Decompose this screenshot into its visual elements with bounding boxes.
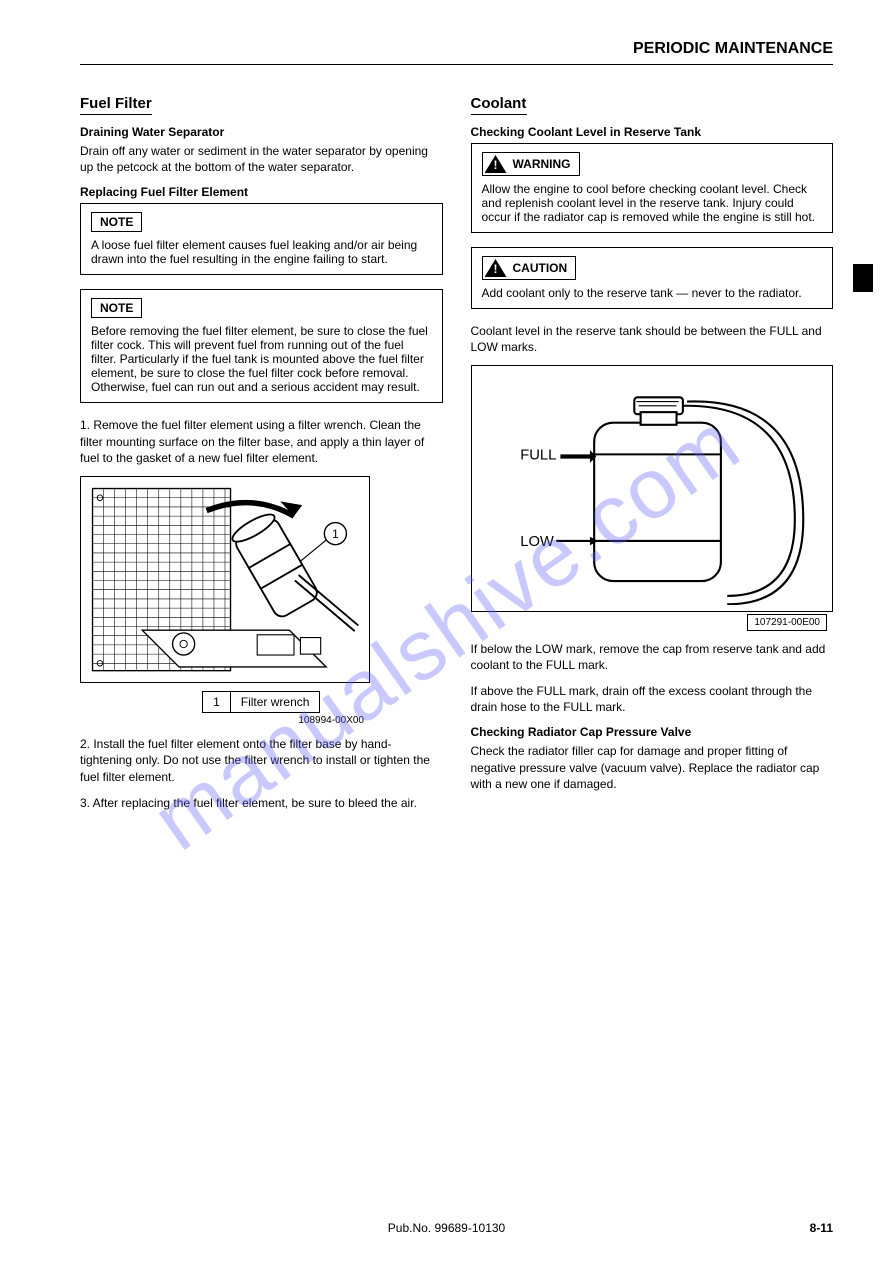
figure-id-box: 107291-00E00 [747, 614, 827, 631]
step-3: 3. After replacing the fuel filter eleme… [80, 795, 443, 811]
filter-wrench-illustration: 1 [87, 483, 363, 676]
note-body-1: A loose fuel filter element causes fuel … [91, 238, 432, 266]
full-label: FULL [520, 448, 556, 464]
content-columns: Fuel Filter Draining Water Separator Dra… [80, 95, 833, 821]
warning-icon [485, 259, 507, 277]
page-header: PERIODIC MAINTENANCE [80, 40, 833, 65]
heading-draining: Draining Water Separator [80, 125, 443, 139]
title-rule [471, 114, 527, 115]
note-box-1: NOTE A loose fuel filter element causes … [80, 203, 443, 275]
reserve-tank-illustration: FULL LOW [478, 372, 827, 604]
warning-label: WARNING [513, 157, 571, 171]
title-rule [80, 114, 152, 115]
page-footer: Pub.No. 99689-10130 8-11 [0, 1221, 893, 1235]
warning-box: WARNING Allow the engine to cool before … [471, 143, 834, 233]
svg-text:1: 1 [332, 527, 339, 541]
figure-id-right: 107291-00E00 [471, 614, 834, 631]
caution-label: CAUTION [513, 261, 568, 275]
note-box-2: NOTE Before removing the fuel filter ele… [80, 289, 443, 403]
heading-replacing: Replacing Fuel Filter Element [80, 185, 443, 199]
figure-reserve-tank: FULL LOW [471, 365, 834, 611]
heading-radiator-cap: Checking Radiator Cap Pressure Valve [471, 725, 834, 739]
note-tag: NOTE [91, 298, 142, 318]
step-2: 2. Install the fuel filter element onto … [80, 736, 443, 785]
radiator-cap-body: Check the radiator filler cap for damage… [471, 743, 834, 792]
section-title-fuel-filter: Fuel Filter [80, 95, 443, 112]
draining-body: Drain off any water or sediment in the w… [80, 143, 443, 175]
note-body-2: Before removing the fuel filter element,… [91, 324, 432, 394]
coolant-body-3: If above the FULL mark, drain off the ex… [471, 683, 834, 715]
side-tab [853, 264, 873, 292]
note-tag: NOTE [91, 212, 142, 232]
warning-icon [485, 155, 507, 173]
caution-body: Add coolant only to the reserve tank — n… [482, 286, 823, 300]
warning-header: WARNING [482, 152, 580, 176]
footer-doc-id: Pub.No. 99689-10130 [388, 1221, 505, 1235]
right-column: Coolant Checking Coolant Level in Reserv… [471, 95, 834, 821]
heading-checking-level: Checking Coolant Level in Reserve Tank [471, 125, 834, 139]
warning-body: Allow the engine to cool before checking… [482, 182, 823, 224]
section-title-coolant: Coolant [471, 95, 834, 112]
coolant-body-1: Coolant level in the reserve tank should… [471, 323, 834, 355]
caution-box: CAUTION Add coolant only to the reserve … [471, 247, 834, 309]
caution-header: CAUTION [482, 256, 577, 280]
figure-id-left: 108994-00X00 [80, 715, 370, 726]
low-label: LOW [520, 535, 554, 551]
step-1: 1. Remove the fuel filter element using … [80, 417, 443, 466]
left-column: Fuel Filter Draining Water Separator Dra… [80, 95, 443, 821]
page-title: PERIODIC MAINTENANCE [633, 40, 833, 57]
figure-filter-wrench: 1 [80, 476, 370, 683]
footer-page-number: 8-11 [810, 1221, 833, 1235]
figure-key-table: 1 Filter wrench [202, 691, 320, 713]
coolant-body-2: If below the LOW mark, remove the cap fr… [471, 641, 834, 673]
key-number: 1 [203, 692, 231, 713]
key-label: Filter wrench [230, 692, 320, 713]
